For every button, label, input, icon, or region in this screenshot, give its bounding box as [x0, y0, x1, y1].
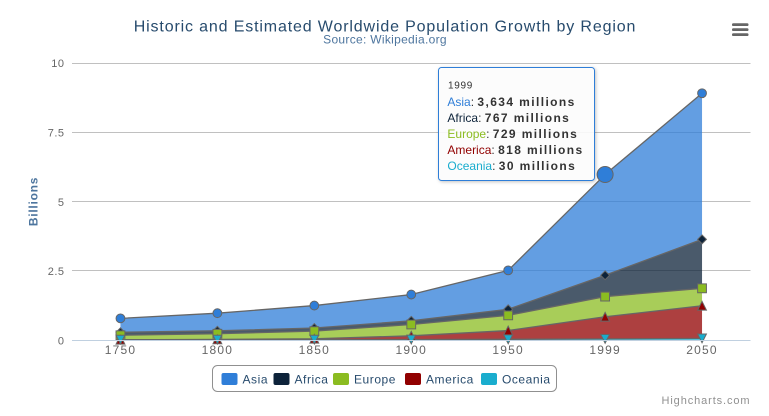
svg-text:1900: 1900 — [396, 343, 428, 357]
svg-text:America: America — [426, 373, 474, 387]
svg-text:Asia: Asia — [243, 373, 269, 387]
svg-text:2.5: 2.5 — [48, 266, 65, 278]
svg-text:0: 0 — [58, 336, 65, 348]
svg-text:Europe: 729 millions: Europe: 729 millions — [447, 127, 578, 141]
svg-text:Africa: Africa — [295, 373, 329, 387]
svg-text:Billions: Billions — [26, 177, 40, 226]
svg-text:Asia: 3,634 millions: Asia: 3,634 millions — [447, 95, 575, 109]
svg-text:Source: Wikipedia.org: Source: Wikipedia.org — [323, 33, 447, 47]
svg-text:5: 5 — [58, 197, 65, 209]
svg-text:1999: 1999 — [589, 343, 621, 357]
svg-text:1800: 1800 — [202, 343, 234, 357]
svg-text:America: 818 millions: America: 818 millions — [447, 143, 583, 157]
svg-text:1750: 1750 — [105, 343, 137, 357]
svg-text:Oceania: Oceania — [502, 373, 551, 387]
svg-text:1950: 1950 — [492, 343, 524, 357]
svg-text:Africa: 767 millions: Africa: 767 millions — [447, 111, 570, 125]
svg-text:1850: 1850 — [299, 343, 331, 357]
svg-text:1999: 1999 — [448, 81, 473, 92]
svg-text:Europe: Europe — [354, 373, 396, 387]
svg-text:10: 10 — [51, 58, 64, 70]
svg-text:2050: 2050 — [686, 343, 718, 357]
svg-text:Highcharts.com: Highcharts.com — [661, 395, 750, 407]
svg-text:7.5: 7.5 — [48, 128, 65, 140]
svg-text:Historic and Estimated Worldwi: Historic and Estimated Worldwide Populat… — [134, 19, 636, 36]
svg-text:Oceania: 30 millions: Oceania: 30 millions — [447, 159, 576, 173]
